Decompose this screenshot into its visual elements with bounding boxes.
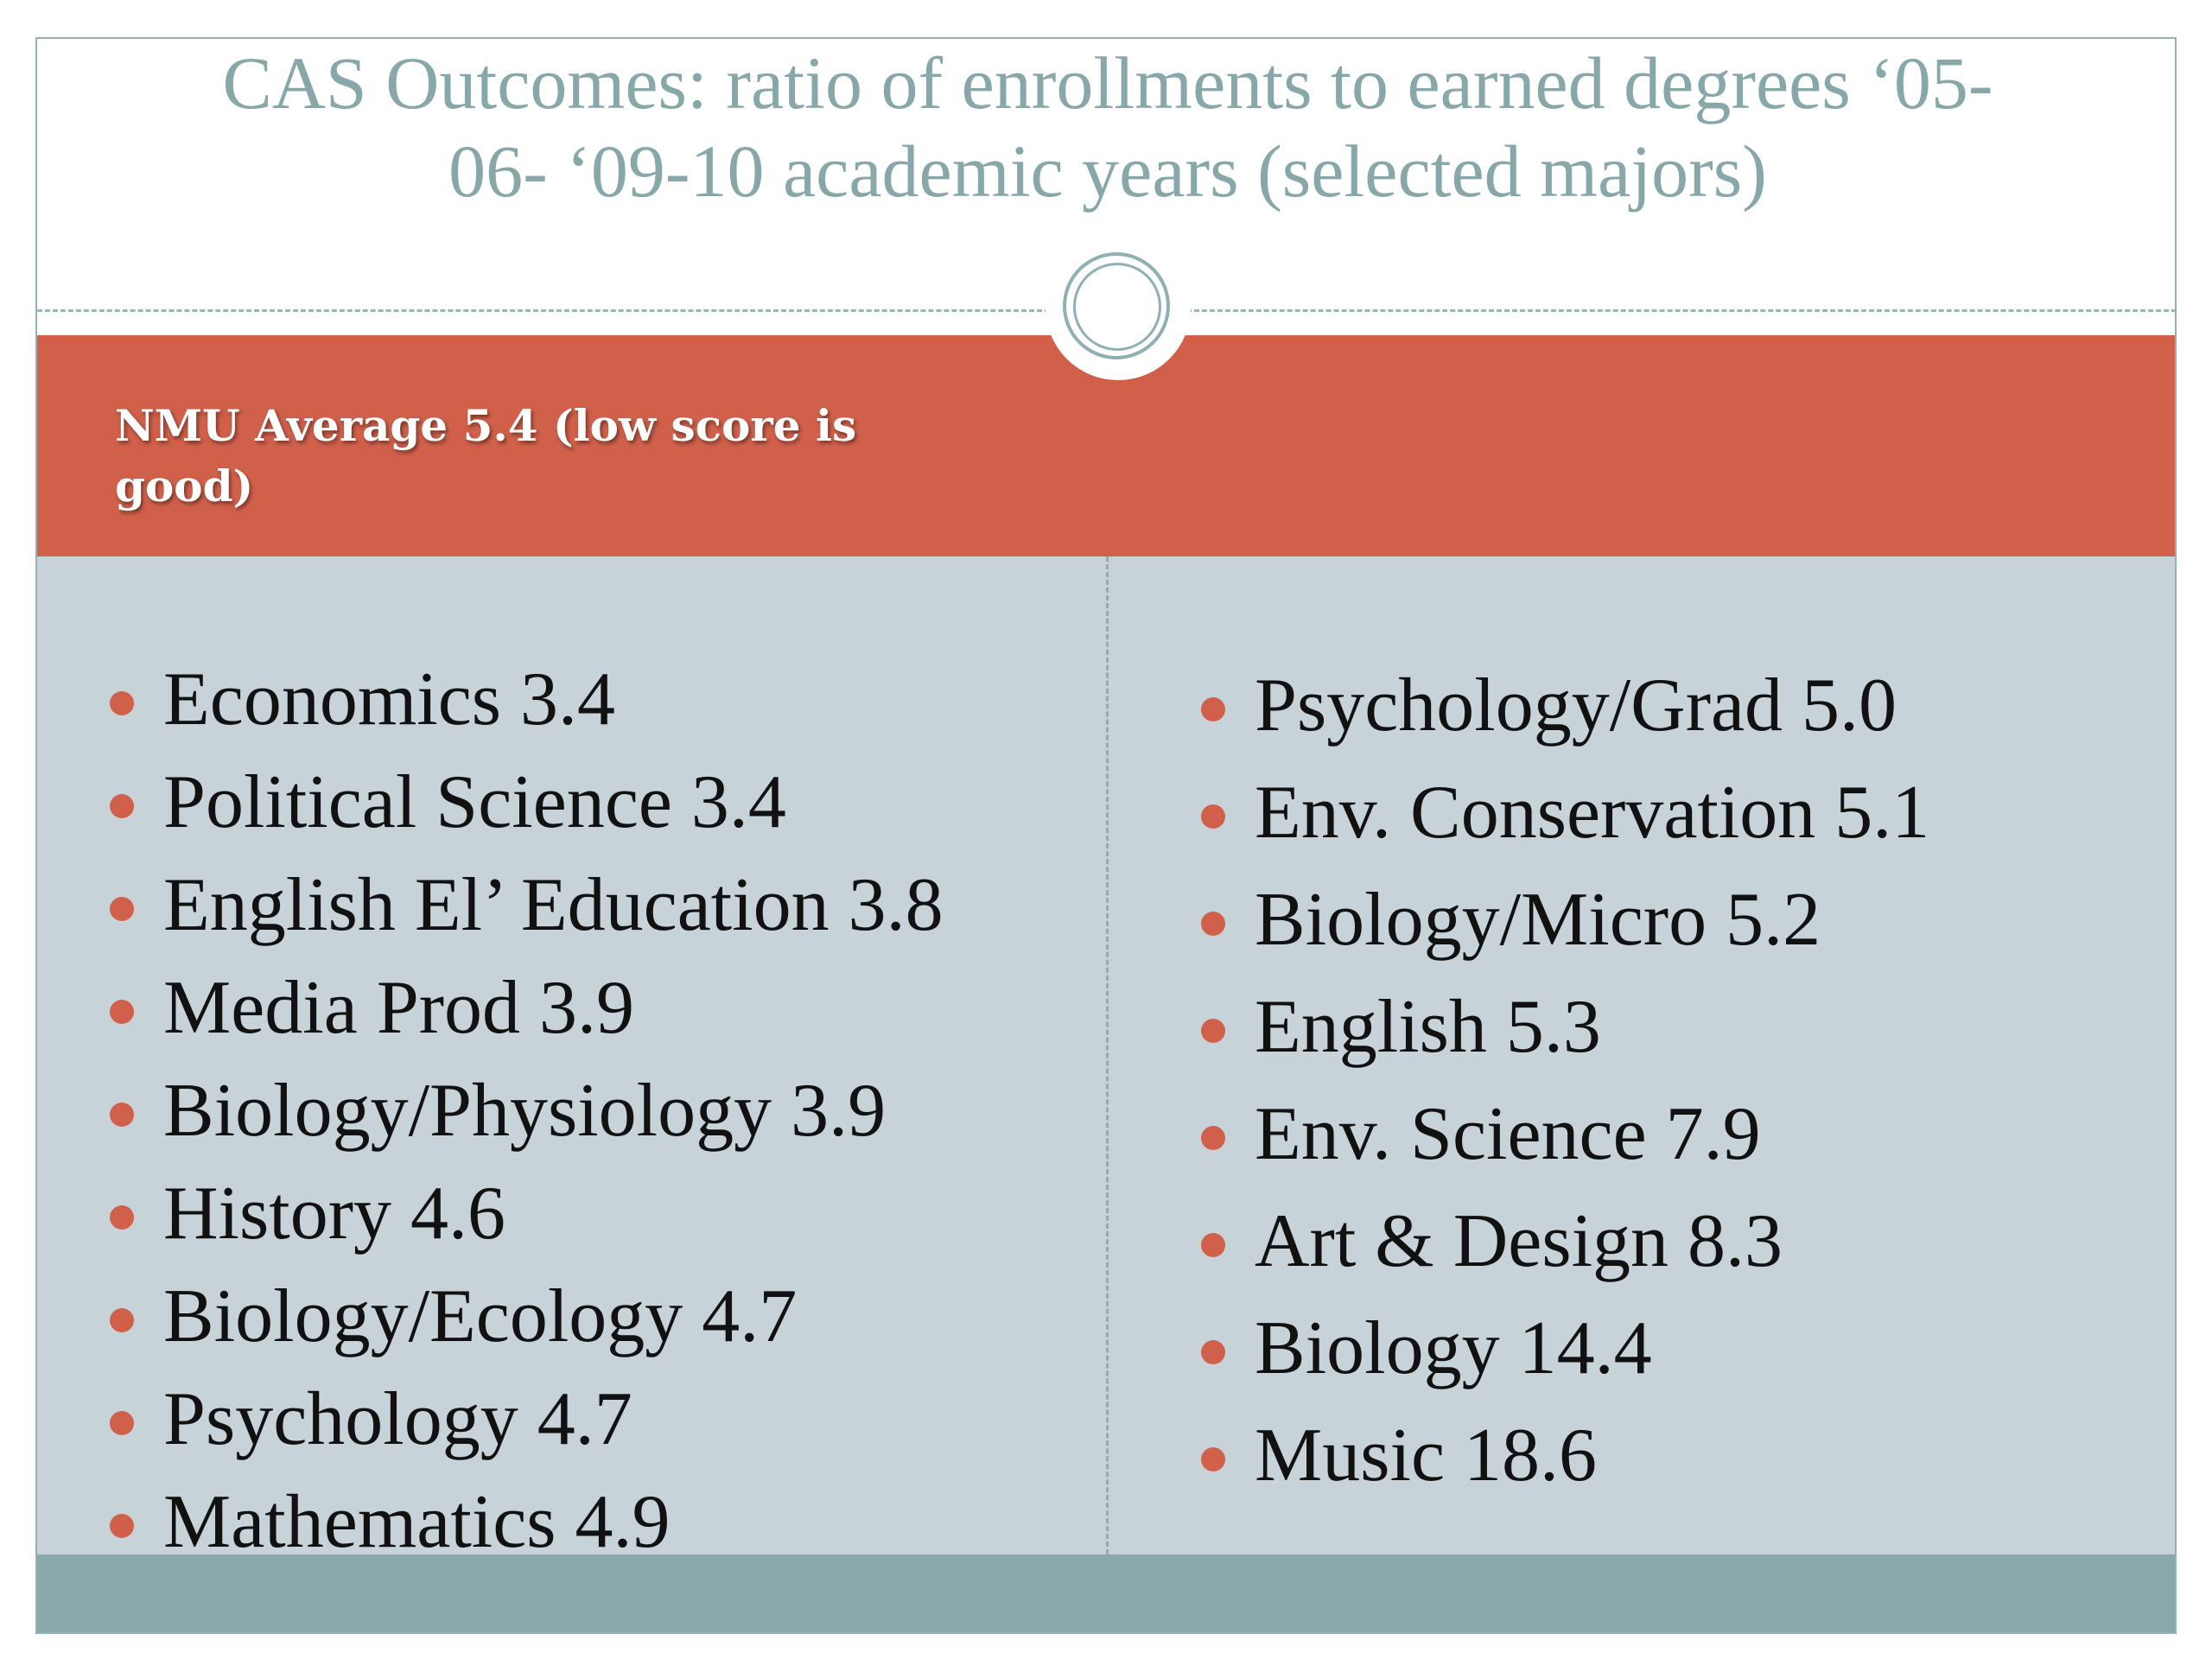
content-panel: Economics 3.4 Political Science 3.4 Engl… <box>37 556 2175 1564</box>
bullet-icon <box>110 794 134 818</box>
banner-line-1: NMU Average 5.4 (low score is <box>115 400 857 451</box>
list-item: History 4.6 <box>110 1171 505 1257</box>
title-divider-right <box>1186 309 2177 312</box>
bullet-icon <box>110 1103 134 1127</box>
bullet-icon <box>1201 804 1225 829</box>
bullet-icon <box>1201 1233 1225 1257</box>
list-item-label: Music 18.6 <box>1255 1414 1597 1497</box>
list-item-label: English 5.3 <box>1255 985 1601 1069</box>
list-item-label: History 4.6 <box>163 1172 505 1255</box>
column-divider <box>1106 556 1109 1554</box>
list-item: Political Science 3.4 <box>110 760 786 846</box>
bullet-icon <box>110 1205 134 1230</box>
list-item: Env. Science 7.9 <box>1201 1091 1761 1178</box>
list-item: Economics 3.4 <box>110 657 616 743</box>
list-item: Biology 14.4 <box>1201 1306 1652 1392</box>
bullet-icon <box>1201 912 1225 936</box>
list-item: Art & Design 8.3 <box>1201 1198 1783 1285</box>
bullet-icon <box>110 1308 134 1332</box>
title-line-2: 06- ‘09-10 academic years (selected majo… <box>448 130 1767 213</box>
list-item-label: Biology/Micro 5.2 <box>1255 878 1821 962</box>
slide: CAS Outcomes: ratio of enrollments to ea… <box>35 37 2177 1634</box>
list-item: English 5.3 <box>1201 984 1601 1071</box>
list-item-label: Art & Design 8.3 <box>1255 1199 1783 1283</box>
list-item-label: Biology/Ecology 4.7 <box>163 1274 798 1358</box>
bullet-icon <box>110 1514 134 1538</box>
list-item-label: Biology/Physiology 3.9 <box>163 1069 887 1153</box>
list-item: Biology/Physiology 3.9 <box>110 1068 887 1154</box>
list-item-label: Economics 3.4 <box>163 658 616 741</box>
list-item: English El’ Education 3.8 <box>110 862 944 949</box>
list-item-label: Biology 14.4 <box>1255 1306 1652 1390</box>
bullet-icon <box>110 1411 134 1435</box>
list-item: Music 18.6 <box>1201 1413 1597 1499</box>
list-item-label: Psychology 4.7 <box>163 1377 632 1461</box>
slide-title: CAS Outcomes: ratio of enrollments to ea… <box>124 39 2092 215</box>
list-item-label: Env. Science 7.9 <box>1255 1092 1761 1176</box>
bullet-icon <box>110 1000 134 1024</box>
list-item: Env. Conservation 5.1 <box>1201 770 1930 856</box>
list-item: Mathematics 4.9 <box>110 1479 671 1566</box>
list-item-label: Mathematics 4.9 <box>163 1480 671 1564</box>
list-item: Biology/Ecology 4.7 <box>110 1274 798 1360</box>
list-item: Biology/Micro 5.2 <box>1201 877 1821 963</box>
bullet-icon <box>1201 1019 1225 1043</box>
banner-line-2: good) <box>115 461 254 512</box>
footer-bar <box>37 1554 2175 1632</box>
bullet-icon <box>1201 1447 1225 1471</box>
list-item-label: Political Science 3.4 <box>163 760 786 844</box>
bullet-icon <box>1201 1126 1225 1150</box>
bullet-icon <box>110 897 134 921</box>
list-item-label: Media Prod 3.9 <box>163 966 635 1050</box>
list-item: Psychology 4.7 <box>110 1376 632 1463</box>
title-line-1: CAS Outcomes: ratio of enrollments to ea… <box>222 41 1993 124</box>
bullet-icon <box>1201 697 1225 721</box>
list-item: Psychology/Grad 5.0 <box>1201 663 1897 749</box>
list-item: Media Prod 3.9 <box>110 965 635 1052</box>
title-divider-left <box>37 309 1050 312</box>
list-item-label: English El’ Education 3.8 <box>163 863 944 947</box>
circle-inner-icon <box>1073 263 1161 351</box>
bullet-icon <box>110 691 134 715</box>
list-item-label: Psychology/Grad 5.0 <box>1255 664 1897 747</box>
list-item-label: Env. Conservation 5.1 <box>1255 771 1930 855</box>
banner-text: NMU Average 5.4 (low score is good) <box>115 396 1065 517</box>
bullet-icon <box>1201 1340 1225 1364</box>
